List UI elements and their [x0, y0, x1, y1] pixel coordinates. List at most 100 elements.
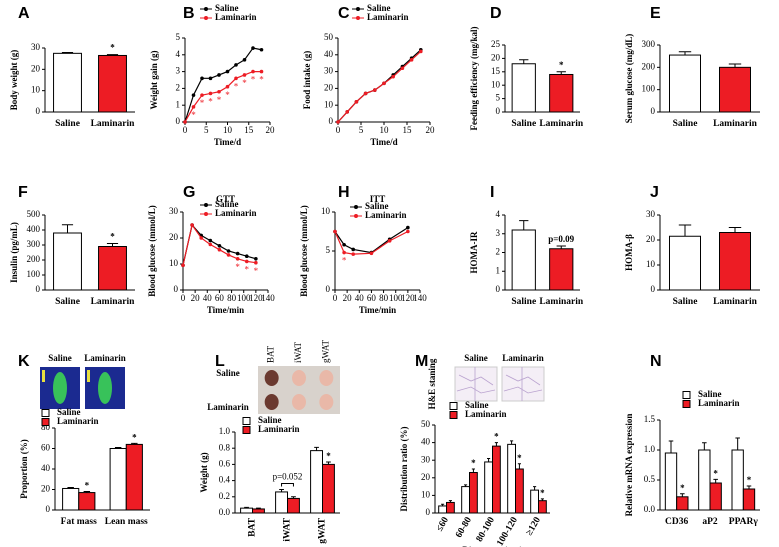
image — [454, 366, 498, 402]
point — [333, 229, 337, 234]
x-tick-label: 0 — [333, 293, 338, 303]
legend-marker — [356, 16, 360, 20]
y-tick-label: 0 — [426, 507, 431, 517]
x-tick-label: 60 — [367, 293, 377, 303]
x-tick-label: 20 — [343, 293, 353, 303]
bar — [664, 452, 678, 511]
bar — [742, 488, 756, 511]
error-bar — [519, 220, 529, 230]
bar — [549, 73, 574, 113]
image — [87, 370, 90, 382]
point — [200, 93, 204, 97]
error-bar — [728, 227, 742, 233]
image-column-label: gWAT — [320, 340, 330, 363]
y-tick-label: 10 — [421, 489, 431, 499]
image — [42, 370, 45, 382]
y-axis-label: Distribution ratio (%) — [399, 427, 409, 512]
point — [254, 257, 258, 261]
error-bar — [533, 486, 537, 491]
x-tick-label: 80-100 — [475, 515, 497, 544]
point — [226, 249, 231, 253]
point — [242, 58, 247, 62]
x-tick-label: CD36 — [665, 517, 688, 527]
significance: * — [110, 43, 115, 53]
point — [225, 69, 230, 74]
legend-label: Saline — [698, 389, 722, 399]
point — [342, 242, 346, 247]
error-bar — [471, 468, 475, 473]
y-tick-label: 5 — [326, 245, 331, 255]
error-bar — [494, 442, 498, 447]
x-tick-label: 10 — [380, 125, 390, 135]
x-tick-label: Laminarin — [539, 297, 584, 307]
x-tick-label: 120 — [401, 293, 415, 303]
point — [409, 58, 414, 62]
panel-letter: F — [18, 184, 28, 201]
y-axis-label: Weight gain (g) — [149, 50, 159, 109]
series-line — [337, 50, 422, 123]
x-tick-label: 80 — [227, 293, 237, 303]
point — [400, 66, 405, 71]
y-tick-label: 60 — [41, 443, 51, 453]
legend-label: Saline — [57, 407, 81, 417]
error-bar — [702, 442, 707, 450]
y-tick-label: 300 — [642, 39, 656, 49]
x-tick-label: 60-80 — [454, 515, 474, 539]
x-tick-label: 10 — [223, 125, 233, 135]
bar — [322, 463, 335, 514]
image-column-label: iWAT — [293, 342, 303, 363]
y-axis-label: Body weight (g) — [9, 50, 19, 111]
x-tick-label: Laminarin — [539, 119, 584, 129]
bar — [719, 66, 751, 113]
significance: * — [342, 256, 347, 266]
legend-label: Saline — [215, 3, 239, 13]
legend-label: Laminarin — [215, 208, 257, 218]
x-tick-label: Saline — [511, 297, 536, 307]
bar — [109, 448, 127, 511]
legend-label: Laminarin — [258, 424, 300, 434]
y-axis-label: Relative mRNA expression — [624, 414, 634, 517]
y-tick-label: 20 — [31, 63, 41, 73]
y-tick-label: 500 — [27, 209, 41, 219]
y-tick-label: 30 — [169, 206, 179, 216]
x-tick-label: Laminarin — [91, 119, 136, 129]
bar — [515, 468, 524, 514]
x-tick-label: Laminarin — [713, 119, 758, 129]
point — [235, 251, 240, 256]
image — [292, 370, 306, 386]
bar — [240, 507, 254, 514]
x-axis-label: Time/d — [214, 137, 241, 147]
y-tick-label: 20 — [491, 52, 501, 62]
y-tick-label: 15 — [491, 66, 501, 76]
y-tick-label: 25 — [491, 39, 501, 49]
significance: * — [471, 458, 476, 468]
y-tick-label: 50 — [421, 419, 431, 429]
y-tick-label: 200 — [27, 254, 41, 264]
legend-marker — [204, 203, 208, 207]
legend-label: Laminarin — [367, 12, 409, 22]
bar — [507, 443, 516, 514]
x-tick-label: 20 — [191, 293, 201, 303]
y-tick-label: 0.0 — [644, 504, 656, 514]
error-bar — [540, 498, 544, 501]
error-bar — [83, 491, 91, 493]
panel-letter: N — [650, 353, 662, 370]
error-bar — [519, 59, 529, 64]
point — [200, 76, 204, 81]
y-tick-label: 0 — [36, 284, 41, 294]
y-tick-label: 4 — [176, 49, 181, 59]
x-tick-label: 20 — [266, 125, 276, 135]
bar — [709, 482, 722, 511]
error-bar — [314, 446, 319, 451]
legend-label: Saline — [215, 199, 239, 209]
point — [373, 88, 377, 92]
y-tick-label: 0 — [176, 116, 181, 126]
image — [456, 367, 496, 401]
significance: * — [85, 481, 90, 491]
point — [369, 251, 374, 256]
y-tick-label: 4 — [496, 209, 501, 219]
image — [264, 370, 279, 386]
point — [208, 242, 213, 247]
point — [342, 250, 346, 255]
significance: * — [747, 475, 752, 485]
